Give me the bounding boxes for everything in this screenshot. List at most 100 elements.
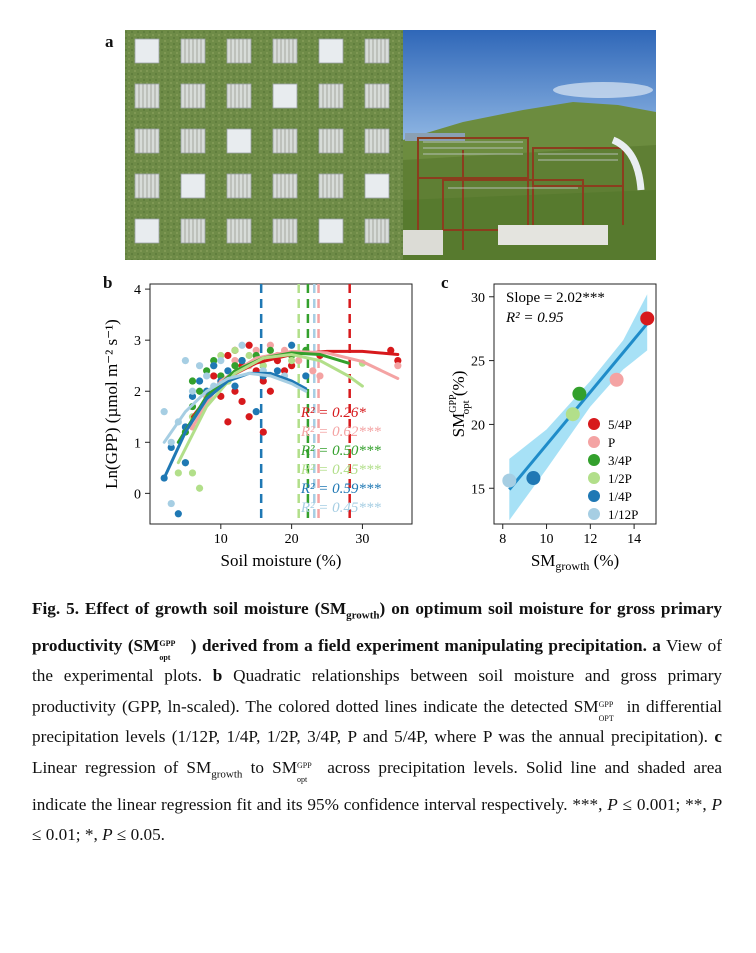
data-point-5/4P <box>394 356 402 365</box>
legend-swatch-1/2P <box>588 472 600 484</box>
data-point-5/4P <box>259 377 267 385</box>
x-axis-label-main: SM <box>531 551 556 570</box>
data-point-5/4P <box>280 367 289 375</box>
data-point-1/12P <box>167 438 175 446</box>
x-axis-label-sub: growth <box>555 559 589 573</box>
y-axis-label-sub: opt <box>460 400 472 414</box>
y-axis-label-text: SMGPPopt (%) <box>448 371 472 438</box>
y-tick-label: 30 <box>471 291 485 306</box>
data-point-3/4P <box>217 372 225 380</box>
figure-caption: Fig. 5. Effect of growth soil moisture (… <box>32 599 723 845</box>
x-tick-label: 30 <box>355 532 369 547</box>
data-point-1/4P <box>174 510 182 518</box>
data-point-5/4P <box>640 311 655 326</box>
field-landscape-photo <box>403 30 656 260</box>
aerial-plots-photo <box>125 30 403 260</box>
fit-curve-1/2P <box>176 352 364 465</box>
data-point-1/4P <box>252 408 260 416</box>
experimental-plot <box>272 83 298 109</box>
data-point-P <box>316 372 324 380</box>
data-point-1/2P <box>188 469 197 477</box>
panel-c-label: c <box>441 273 449 292</box>
data-point-5/4P <box>224 418 232 426</box>
data-point-1/12P <box>167 499 175 508</box>
data-point-1/4P <box>181 459 190 467</box>
panel-a-label: a <box>105 32 114 51</box>
data-point-5/4P <box>238 397 246 406</box>
r2-annotation: R² = 0.95 <box>505 310 564 326</box>
data-point-1/12P <box>181 356 190 365</box>
y-axis-label-main: SM <box>449 413 468 438</box>
y-tick-label: 20 <box>471 418 485 433</box>
data-point-5/4P <box>387 346 395 354</box>
field-landscape-image <box>403 30 656 260</box>
data-point-1/12P <box>188 387 197 395</box>
data-point-5/4P <box>259 428 267 436</box>
x-axis-label-tail: (%) <box>589 551 619 570</box>
data-point-5/4P <box>266 387 274 395</box>
legend-label-1/12P: 1/12P <box>608 507 638 522</box>
experimental-plot <box>134 38 160 64</box>
data-point-1/4P <box>238 356 246 365</box>
data-point-1/2P <box>565 407 580 422</box>
y-tick-label: 2 <box>134 385 141 400</box>
x-tick-label: 10 <box>214 532 228 547</box>
data-point-3/4P <box>195 387 204 395</box>
y-tick-label: 15 <box>471 482 485 497</box>
experimental-plot <box>134 218 160 244</box>
x-tick-label: 14 <box>627 532 641 547</box>
data-point-1/2P <box>195 484 204 492</box>
data-point-1/12P <box>160 408 168 416</box>
legend-swatch-1/4P <box>588 490 600 502</box>
data-point-1/12P <box>238 341 246 349</box>
data-point-1/4P <box>167 443 175 452</box>
experimental-plot <box>180 173 206 199</box>
y-axis-label-sup: GPP <box>448 394 459 413</box>
experimental-plot <box>318 38 344 64</box>
y-tick-label: 4 <box>134 283 141 298</box>
data-point-P <box>609 372 624 387</box>
data-point-P <box>394 362 402 370</box>
data-point-5/4P <box>245 341 253 349</box>
data-point-3/4P <box>210 356 218 365</box>
legend-label-P: P <box>608 435 615 450</box>
data-point-1/4P <box>210 362 218 370</box>
data-point-1/4P <box>195 377 204 385</box>
y-tick-label: 0 <box>134 487 141 502</box>
data-point-1/4P <box>231 382 239 390</box>
data-point-1/2P <box>288 356 296 365</box>
legend-swatch-3/4P <box>588 454 600 466</box>
data-point-1/2P <box>231 346 239 354</box>
plot-frame <box>149 283 413 525</box>
data-point-5/4P <box>210 372 218 380</box>
data-point-P <box>309 367 317 375</box>
data-point-P <box>231 356 239 365</box>
data-point-1/12P <box>502 473 517 488</box>
y-tick-label: 1 <box>134 436 141 451</box>
data-point-5/4P <box>231 387 239 395</box>
x-tick-label: 8 <box>499 532 506 547</box>
plot-frame <box>493 283 657 525</box>
r2-label-1/12P: R² = 0.45*** <box>300 500 382 516</box>
data-point-5/4P <box>217 392 225 400</box>
data-point-1/2P <box>259 362 267 370</box>
soil-moisture-gpp-chart: 10 20 30 0 1 2 3 4 Soil moisture (%) Ln(GPP) (µmo… <box>102 283 413 570</box>
y-axis-label-tail: (%) <box>449 371 468 401</box>
data-point-P <box>266 341 274 349</box>
data-point-1/12P <box>195 362 204 370</box>
legend-label-3/4P: 3/4P <box>608 453 632 468</box>
data-point-1/2P <box>217 351 225 360</box>
experimental-plot <box>364 173 390 199</box>
data-point-3/4P <box>231 362 239 370</box>
slope-annotation: Slope = 2.02*** <box>506 290 605 306</box>
data-point-3/4P <box>266 346 274 354</box>
legend-label-5/4P: 5/4P <box>608 417 632 432</box>
smgrowth-smopt-chart: 8 10 12 14 15 20 25 30 Slope = 2.02*** R² = 0.95 5… <box>448 283 657 573</box>
r2-label-1/2P: R² = 0.45*** <box>300 462 382 478</box>
data-point-5/4P <box>288 362 296 370</box>
panel-b-label: b <box>103 273 113 292</box>
x-axis-label: Soil moisture (%) <box>221 551 342 570</box>
data-point-1/4P <box>273 367 282 375</box>
r2-label-P: R² = 0.62*** <box>300 424 382 440</box>
caption-title: Fig. 5. Effect of growth soil moisture (… <box>32 599 722 662</box>
